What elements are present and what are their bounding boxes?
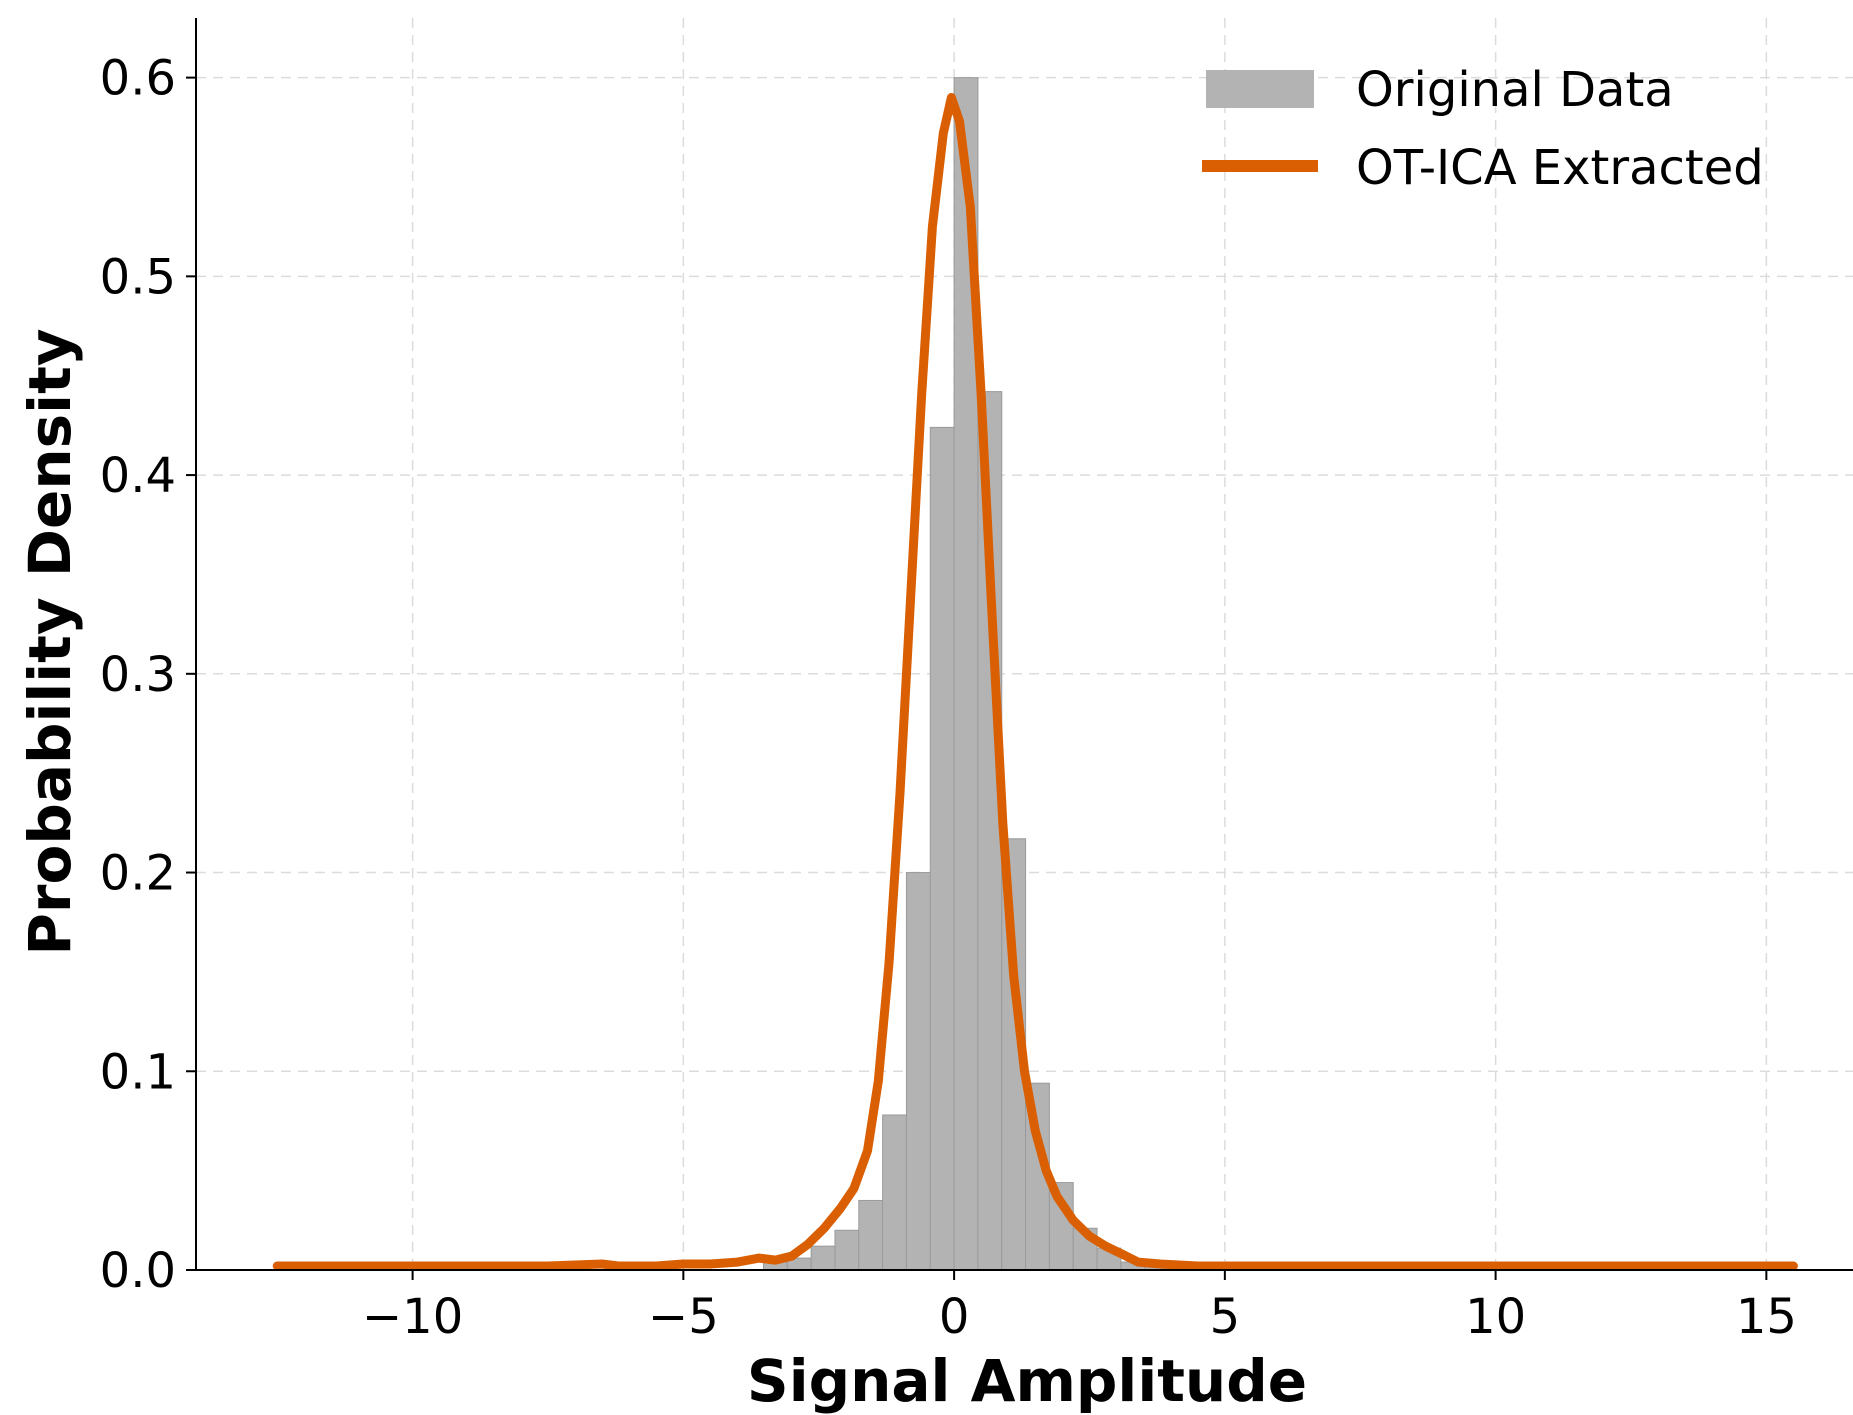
ot-ica-curve-group xyxy=(272,93,1798,1271)
y-tick-label: 0.3 xyxy=(100,647,176,703)
histogram-bar xyxy=(929,426,955,1271)
x-axis-label: Signal Amplitude xyxy=(747,1347,1307,1415)
x-ticks: −10 −5 0 5 10 15 xyxy=(362,1270,1797,1345)
y-tick-label: 0.5 xyxy=(100,249,176,305)
x-tick-label: −5 xyxy=(648,1289,719,1345)
legend-label-ot-ica-extracted: OT-ICA Extracted xyxy=(1356,140,1764,196)
x-tick-label: 0 xyxy=(939,1289,970,1345)
x-tick-label: −10 xyxy=(362,1289,463,1345)
y-axis-label: Probability Density xyxy=(16,328,84,955)
legend: Original Data OT-ICA Extracted xyxy=(1202,62,1764,196)
histogram-bar xyxy=(810,1245,836,1271)
ot-ica-extracted-line xyxy=(272,93,1798,1271)
histogram-bar xyxy=(858,1199,884,1271)
legend-label-original-data: Original Data xyxy=(1356,62,1674,118)
histogram-bar xyxy=(905,872,931,1271)
histogram-bars xyxy=(762,77,1170,1271)
axes xyxy=(195,18,1853,1271)
x-tick-label: 10 xyxy=(1465,1289,1526,1345)
legend-swatch-original-data xyxy=(1206,70,1314,108)
y-ticks: 0.0 0.1 0.2 0.3 0.4 0.5 0.6 xyxy=(100,51,196,1299)
x-tick-label: 15 xyxy=(1736,1289,1797,1345)
histogram-bar xyxy=(834,1229,860,1271)
x-tick-label: 5 xyxy=(1210,1289,1241,1345)
y-tick-label: 0.2 xyxy=(100,846,176,902)
y-tick-label: 0.0 xyxy=(100,1243,176,1299)
y-tick-label: 0.4 xyxy=(100,448,176,504)
y-tick-label: 0.1 xyxy=(100,1044,176,1100)
histogram-bar xyxy=(882,1114,907,1271)
y-tick-label: 0.6 xyxy=(100,51,176,107)
